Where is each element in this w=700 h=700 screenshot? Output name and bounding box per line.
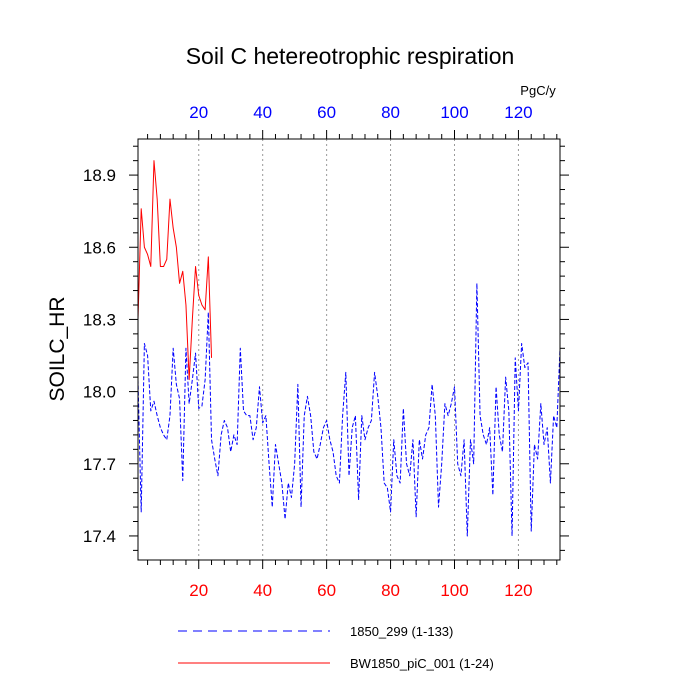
plot-frame	[137, 138, 561, 561]
x-bottom-tick-label-100: 100	[440, 581, 468, 600]
series-line-bw1850-pic-001	[137, 160, 213, 381]
x-top-tick-label-120: 120	[504, 103, 532, 122]
legend-label-bw1850: BW1850_piC_001 (1-24)	[350, 656, 494, 671]
chart-title: Soil C hetereotrophic respiration	[186, 43, 515, 69]
legend-label-1850-299: 1850_299 (1-133)	[350, 624, 453, 639]
axis-tick-labels: 17.4 17.7 18.0 18.3 18.6 18.9 20 40 60 80 100 120 20…	[83, 103, 533, 600]
plot-series	[137, 160, 561, 537]
x-bottom-tick-label-60: 60	[317, 581, 336, 600]
x-bottom-tick-label-80: 80	[381, 581, 400, 600]
y-tick-label-17.7: 17.7	[83, 455, 116, 474]
x-bottom-tick-label-120: 120	[504, 581, 532, 600]
x-top-tick-label-40: 40	[253, 103, 272, 122]
y-tick-label-18.0: 18.0	[83, 383, 116, 402]
y-tick-label-18.3: 18.3	[83, 310, 116, 329]
x-top-tick-label-60: 60	[317, 103, 336, 122]
x-bottom-tick-label-20: 20	[189, 581, 208, 600]
x-top-tick-label-20: 20	[189, 103, 208, 122]
y-tick-label-18.9: 18.9	[83, 166, 116, 185]
units-label: PgC/y	[520, 83, 556, 98]
grid-lines	[198, 139, 519, 560]
x-top-tick-label-100: 100	[440, 103, 468, 122]
y-axis-label: SOILC_HR	[46, 296, 69, 401]
x-top-tick-label-80: 80	[381, 103, 400, 122]
y-tick-label-18.6: 18.6	[83, 238, 116, 257]
axis-ticks	[129, 130, 569, 569]
legend: 1850_299 (1-133) BW1850_piC_001 (1-24)	[178, 624, 494, 671]
series-line-1850-299	[137, 282, 561, 537]
y-tick-label-17.4: 17.4	[83, 527, 116, 546]
x-bottom-tick-label-40: 40	[253, 581, 272, 600]
